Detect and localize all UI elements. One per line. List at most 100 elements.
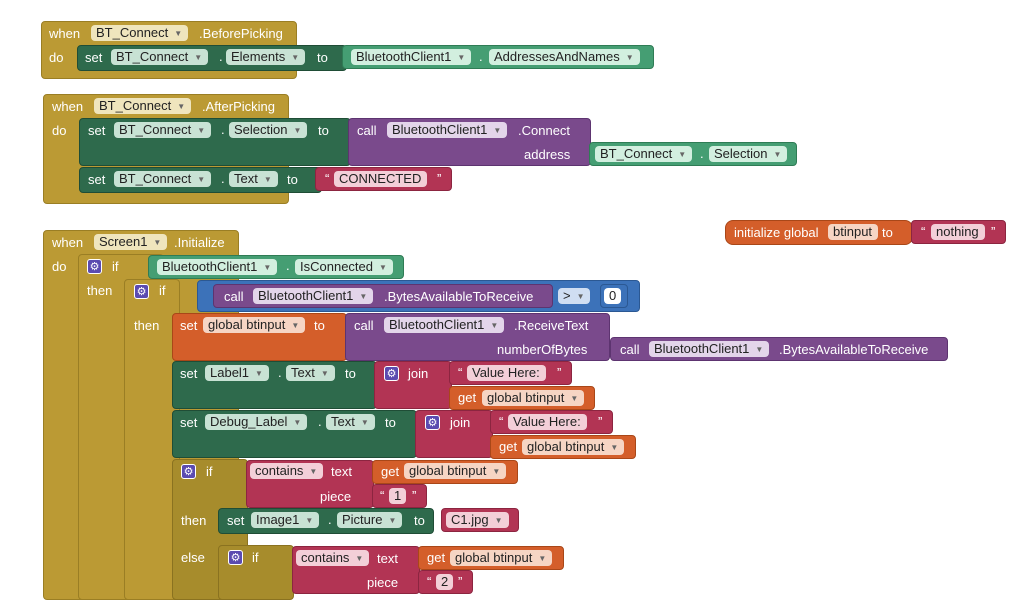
text-label: text	[331, 464, 352, 479]
call-label: call	[357, 123, 377, 138]
value-here-field-2[interactable]: Value Here:	[508, 414, 587, 430]
dot-label: .	[286, 258, 290, 273]
mutator-gear-icon[interactable]: ⚙	[425, 415, 440, 430]
ev3-event-name: .Initialize	[174, 235, 225, 250]
to-label: to	[414, 513, 425, 528]
ev1-set-property-dropdown[interactable]: Elements ▼	[226, 49, 306, 65]
ev2-set2-component-dropdown[interactable]: BT_Connect ▼	[114, 171, 212, 187]
ev3-component-dropdown[interactable]: Screen1 ▼	[94, 234, 168, 250]
initialize-global-block[interactable]	[725, 220, 913, 245]
set-label: set	[227, 513, 245, 528]
quote-close: ”	[598, 414, 603, 429]
nb-call-component-dropdown[interactable]: BluetoothClient1 ▼	[649, 341, 770, 357]
ev3-bytes-method: .BytesAvailableToReceive	[384, 289, 534, 304]
quote-close: ”	[557, 365, 562, 380]
to-label: to	[317, 50, 328, 65]
ev2-set2-property-dropdown[interactable]: Text ▼	[229, 171, 278, 187]
to-label: to	[287, 172, 298, 187]
dot-label: .	[328, 512, 332, 527]
image-property-dropdown[interactable]: Picture ▼	[337, 512, 403, 528]
set-label: set	[180, 415, 198, 430]
label1-property-dropdown[interactable]: Text ▼	[286, 365, 335, 381]
ev2-set-property-dropdown[interactable]: Selection ▼	[229, 122, 308, 138]
quote-open: “	[325, 171, 330, 186]
when-label: when	[52, 235, 84, 250]
value-here-field-1[interactable]: Value Here:	[467, 365, 546, 381]
when-label: when	[49, 26, 81, 41]
to-label: to	[882, 225, 893, 240]
debug-label-property-dropdown[interactable]: Text ▼	[326, 414, 375, 430]
ev2-text-string-field[interactable]: CONNECTED	[334, 171, 428, 187]
piece-label: piece	[320, 489, 352, 504]
mutator-gear-icon[interactable]: ⚙	[384, 366, 399, 381]
to-label: to	[345, 366, 356, 381]
ev2-component-dropdown[interactable]: BT_Connect ▼	[94, 98, 192, 114]
set-label: set	[88, 123, 106, 138]
image-file-dropdown[interactable]: C1.jpg ▼	[446, 512, 509, 528]
debug-label-component-dropdown[interactable]: Debug_Label ▼	[205, 414, 308, 430]
ev2-set-component-dropdown[interactable]: BT_Connect ▼	[114, 122, 212, 138]
ev2-event-name: .AfterPicking	[202, 99, 275, 114]
quote-open: “	[427, 574, 432, 589]
call-label: call	[354, 318, 374, 333]
get-global-dropdown-1[interactable]: global btinput ▼	[482, 390, 585, 406]
set-global-variable-dropdown[interactable]: global btinput ▼	[203, 317, 306, 333]
do-label: do	[52, 259, 67, 274]
mutator-gear-icon[interactable]: ⚙	[228, 550, 243, 565]
set-label: set	[88, 172, 106, 187]
ev3-isconnected-property-dropdown[interactable]: IsConnected ▼	[295, 259, 393, 275]
ev2-call-component-dropdown[interactable]: BluetoothClient1 ▼	[387, 122, 508, 138]
ev1-set-component-dropdown[interactable]: BT_Connect ▼	[111, 49, 209, 65]
ev1-getter-component-dropdown[interactable]: BluetoothClient1 ▼	[351, 49, 472, 65]
call-label: call	[224, 289, 244, 304]
dot-label: .	[700, 146, 704, 161]
join-label: join	[408, 366, 429, 381]
get-global-dropdown-2[interactable]: global btinput ▼	[522, 439, 625, 455]
ev2-address-property-dropdown[interactable]: Selection ▼	[709, 146, 788, 162]
set-label: set	[85, 50, 103, 65]
dot-label: .	[221, 171, 225, 186]
quote-close: ”	[458, 574, 463, 589]
ev2-address-component-dropdown[interactable]: BT_Connect ▼	[595, 146, 693, 162]
quote-close: ”	[437, 171, 442, 186]
ev3-bytes-call-component-dropdown[interactable]: BluetoothClient1 ▼	[253, 288, 374, 304]
mutator-gear-icon[interactable]: ⚙	[181, 464, 196, 479]
contains-dropdown-1[interactable]: contains ▼	[250, 463, 324, 479]
to-label: to	[318, 123, 329, 138]
dot-label: .	[278, 365, 282, 380]
quote-close: ”	[412, 488, 417, 503]
if-label: if	[112, 259, 119, 274]
receive-text-component-dropdown[interactable]: BluetoothClient1 ▼	[384, 317, 505, 333]
mutator-gear-icon[interactable]: ⚙	[134, 284, 149, 299]
get-global-dropdown-4[interactable]: global btinput ▼	[450, 550, 553, 566]
ev2-method-name: .Connect	[518, 123, 571, 138]
quote-close: ”	[991, 224, 996, 239]
ev3-isconnected-component-dropdown[interactable]: BluetoothClient1 ▼	[157, 259, 278, 275]
label1-component-dropdown[interactable]: Label1 ▼	[205, 365, 269, 381]
number-of-bytes-label: numberOfBytes	[497, 342, 588, 357]
set-label: set	[180, 366, 198, 381]
if-label: if	[252, 550, 259, 565]
global-name-field[interactable]: btinput	[828, 224, 879, 240]
if-label: if	[159, 283, 166, 298]
image-component-dropdown[interactable]: Image1 ▼	[251, 512, 320, 528]
do-label: do	[49, 50, 64, 65]
compare-operator-dropdown[interactable]: > ▼	[558, 288, 590, 304]
get-global-dropdown-3[interactable]: global btinput ▼	[404, 463, 507, 479]
piece-label: piece	[367, 575, 399, 590]
ev1-getter-property-dropdown[interactable]: AddressesAndNames ▼	[489, 49, 640, 65]
then-label: then	[134, 318, 160, 333]
number-zero-field[interactable]: 0	[604, 288, 622, 304]
quote-open: “	[499, 414, 504, 429]
do-label: do	[52, 123, 67, 138]
quote-open: “	[921, 224, 926, 239]
piece-field-1[interactable]: 1	[389, 488, 407, 504]
text-label: text	[377, 551, 398, 566]
ev1-component-dropdown[interactable]: BT_Connect ▼	[91, 25, 189, 41]
piece-field-2[interactable]: 2	[436, 574, 454, 590]
mutator-gear-icon[interactable]: ⚙	[87, 259, 102, 274]
then-label: then	[181, 513, 207, 528]
contains-dropdown-2[interactable]: contains ▼	[296, 550, 370, 566]
global-value-field[interactable]: nothing	[931, 224, 985, 240]
else-label: else	[181, 550, 205, 565]
